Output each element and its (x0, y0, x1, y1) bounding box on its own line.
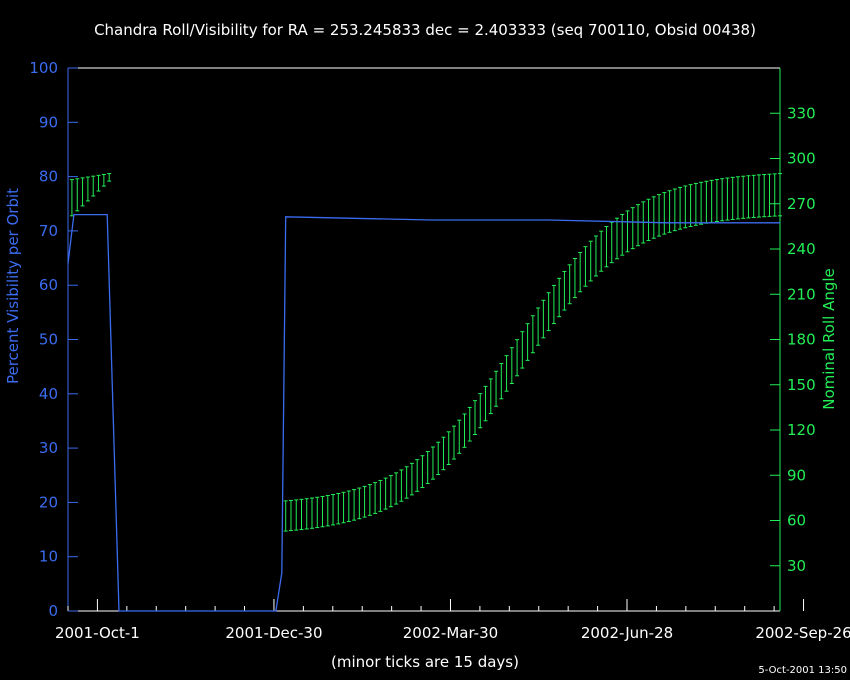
x-tick-label: 2002-Mar-30 (403, 624, 498, 642)
plot-frame (67, 67, 781, 612)
y-axis-right-label: Nominal Roll Angle (820, 268, 838, 410)
y-right-tick-label: 330 (787, 104, 816, 122)
visibility-series (67, 213, 780, 612)
y-left-tick-label: 40 (39, 385, 58, 403)
y-left-tick-label: 10 (39, 548, 58, 566)
y-right-tick-label: 30 (787, 557, 806, 575)
y-left-tick-label: 60 (39, 276, 58, 294)
y-right-tick-label: 240 (787, 240, 816, 258)
y-left-tick-label: 70 (39, 222, 58, 240)
x-tick-label: 2001-Oct-1 (55, 624, 140, 642)
visibility-line (67, 213, 780, 612)
x-tick-label: 2001-Dec-30 (225, 624, 322, 642)
x-tick-label: 2002-Sep-26 (755, 624, 850, 642)
y-right-tick-label: 270 (787, 195, 816, 213)
y-left-tick-label: 30 (39, 439, 58, 457)
y-right-tick-label: 90 (787, 466, 806, 484)
y-left-tick-label: 50 (39, 331, 58, 349)
y-left-tick-label: 80 (39, 168, 58, 186)
y-right-tick-label: 210 (787, 285, 816, 303)
y-right-tick-label: 180 (787, 331, 816, 349)
y-axis-left: 0 10 20 30 40 50 60 70 80 90 100 (29, 59, 78, 620)
y-right-tick-label: 300 (787, 150, 816, 168)
y-right-tick-label: 60 (787, 512, 806, 530)
y-axis-left-label: Percent Visibility per Orbit (4, 188, 22, 384)
chart-title: Chandra Roll/Visibility for RA = 253.245… (94, 21, 756, 39)
y-left-tick-label: 90 (39, 113, 58, 131)
roll-angle-series (69, 173, 782, 532)
y-axis-right: 30 60 90 120 150 180 210 240 270 300 330 (770, 104, 816, 575)
y-right-tick-label: 120 (787, 421, 816, 439)
timestamp-footer: 5-Oct-2001 13:50 (758, 665, 847, 676)
y-left-tick-label: 0 (48, 602, 58, 620)
x-axis: 2001-Oct-1 2001-Dec-30 2002-Mar-30 2002-Jun… (55, 599, 850, 642)
y-right-tick-label: 150 (787, 376, 816, 394)
y-left-tick-label: 20 (39, 493, 58, 511)
y-left-tick-label: 100 (29, 59, 58, 77)
x-tick-label: 2002-Jun-28 (581, 624, 673, 642)
x-axis-label: (minor ticks are 15 days) (331, 653, 519, 671)
